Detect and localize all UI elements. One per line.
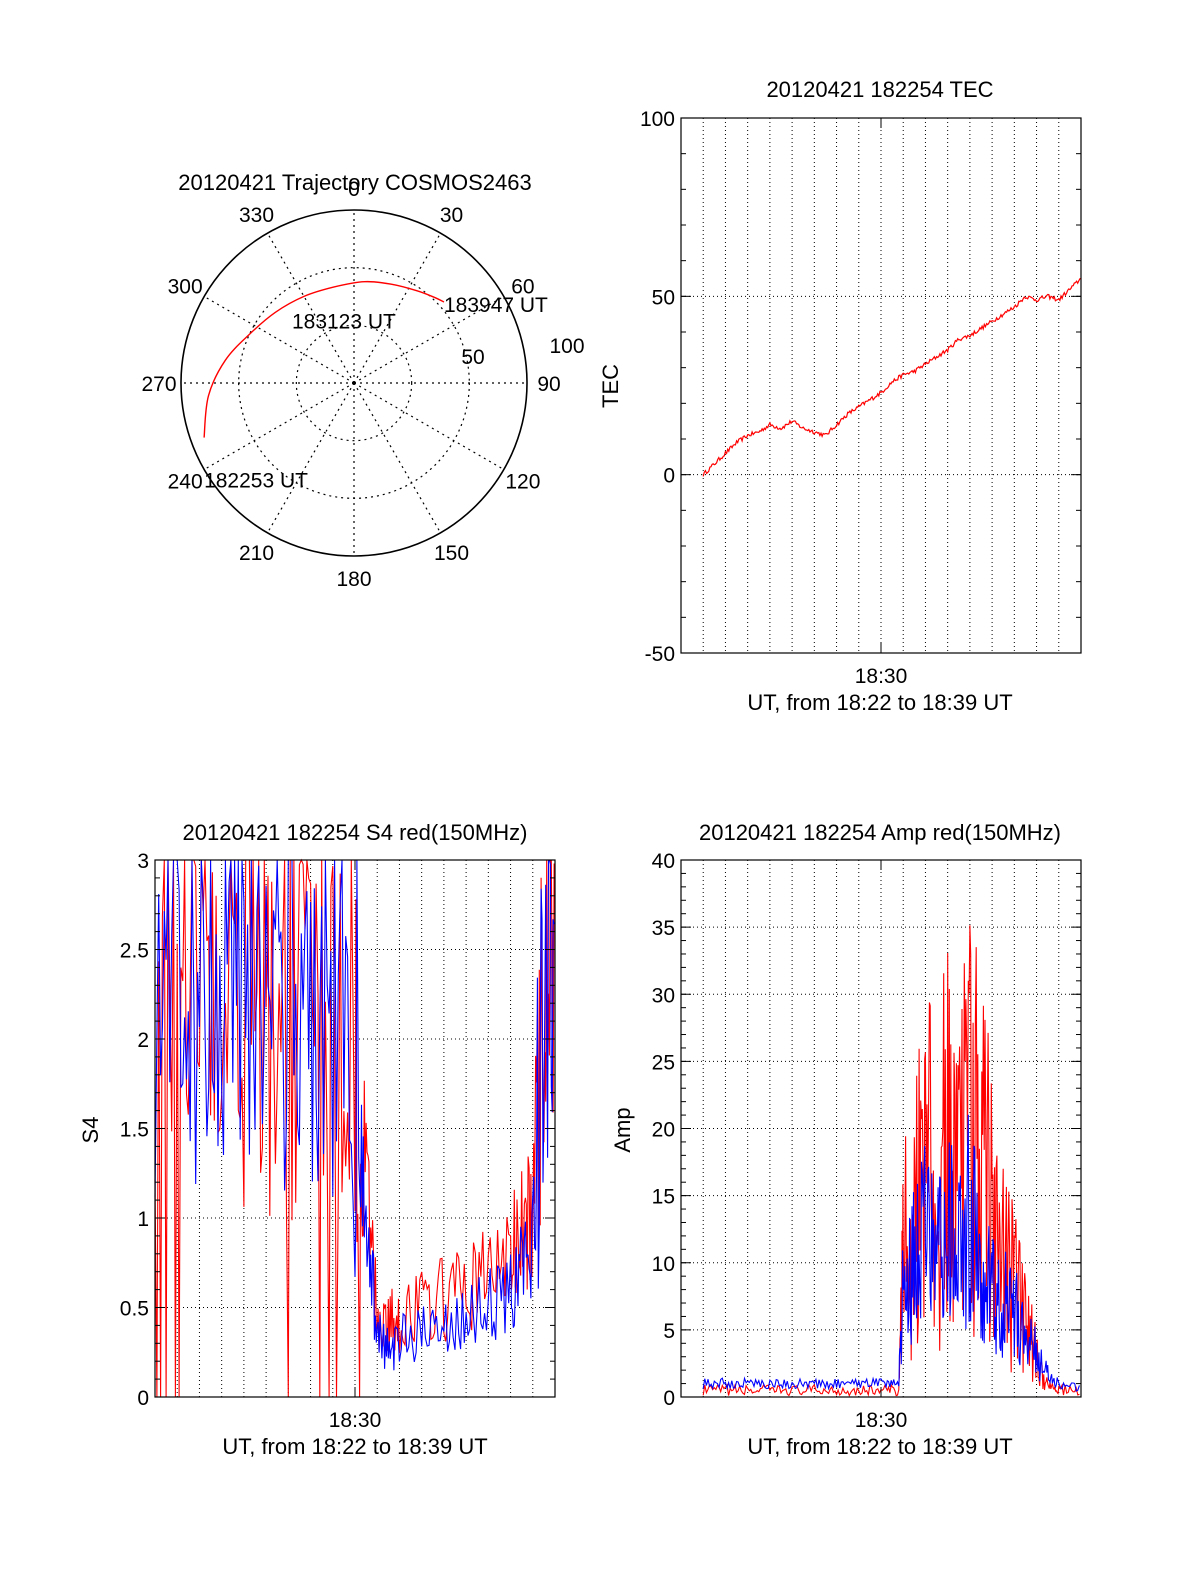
polar-spoke	[266, 382, 355, 534]
s4-ytick-label: 1	[137, 1208, 149, 1231]
tec-ytick-label: 50	[652, 286, 675, 309]
tec-x-ticks: 18:30	[855, 118, 908, 688]
amp-ytick-label: 30	[652, 984, 675, 1007]
polar-angle-labels: 0 30 60 90 120 150 180 210 240 270 300 330	[141, 178, 560, 591]
s4-x-ticks: 18:30	[329, 860, 382, 1432]
polar-angle-label: 270	[141, 373, 176, 396]
amp-title: 20120421 182254 Amp red(150MHz)	[699, 820, 1061, 845]
polar-angle-label: 150	[434, 542, 469, 565]
polar-angle-label: 300	[168, 276, 203, 299]
polar-ring	[295, 324, 413, 442]
polar-spoke	[353, 382, 442, 534]
polar-angle-label: 180	[336, 568, 371, 591]
polar-trajectory	[203, 280, 445, 438]
amp-ytick-label: 15	[652, 1186, 675, 1209]
amp-ytick-label: 0	[663, 1387, 675, 1410]
polar-annotation: 183123 UT	[292, 310, 396, 333]
amp-series-line-blue	[702, 1114, 1080, 1392]
polar-trajectory-line	[203, 280, 445, 438]
polar-angle-label: 0	[348, 178, 360, 201]
polar-grid	[180, 209, 528, 557]
polar-annotations: 183947 UT 183123 UT 182253 UT	[204, 294, 548, 493]
polar-angle-label: 60	[511, 276, 534, 299]
polar-angle-label: 120	[505, 471, 540, 494]
polar-outer-circle	[180, 209, 528, 557]
tec-y-ticks: -50 0 50 100	[640, 108, 1081, 666]
polar-spoke	[266, 232, 355, 384]
s4-y-ticks: 0 0.5 1 1.5 2 2.5 3	[120, 850, 555, 1410]
tec-series-line	[702, 277, 1082, 477]
amp-x-label: UT, from 18:22 to 18:39 UT	[747, 1434, 1012, 1459]
s4-ytick-label: 2	[137, 1029, 149, 1052]
amp-ytick-label: 35	[652, 917, 675, 940]
tec-title: 20120421 182254 TEC	[766, 77, 993, 102]
amp-y-label: Amp	[610, 1107, 635, 1152]
polar-spoke	[353, 295, 505, 384]
s4-title: 20120421 182254 S4 red(150MHz)	[183, 820, 528, 845]
trajectory-polar-plot: 20120421 Trajectory COSMOS2463 0 30 60 90 12…	[141, 170, 584, 591]
tec-y-label: TEC	[598, 364, 623, 408]
amp-plot: 20120421 182254 Amp red(150MHz) 0 5 10 15 20…	[610, 820, 1082, 1459]
polar-spoke	[203, 295, 355, 384]
polar-angle-label: 240	[168, 471, 203, 494]
s4-ytick-label: 3	[137, 850, 149, 873]
tec-ytick-label: -50	[645, 643, 675, 666]
amp-ytick-label: 20	[652, 1119, 675, 1142]
polar-annotation: 182253 UT	[204, 470, 308, 493]
amp-x-ticks: 18:30	[855, 860, 908, 1432]
s4-plot: 20120421 182254 S4 red(150MHz) 0 0.5 1 1.5 2…	[78, 820, 556, 1459]
amp-xtick-label: 18:30	[855, 1409, 908, 1432]
polar-angle-label: 330	[239, 204, 274, 227]
polar-spoke	[203, 382, 355, 471]
amp-y-ticks: 0 5 10 15 20 25 30 35 40	[652, 850, 1081, 1410]
s4-ytick-label: 1.5	[120, 1119, 149, 1142]
polar-angle-label: 210	[239, 542, 274, 565]
polar-angle-label: 90	[537, 373, 560, 396]
amp-ytick-label: 5	[663, 1320, 675, 1343]
polar-spoke	[353, 382, 505, 471]
amp-ytick-label: 25	[652, 1051, 675, 1074]
amp-series-line-red	[702, 925, 1080, 1398]
s4-series	[154, 858, 555, 1398]
polar-radius-label: 100	[549, 335, 584, 358]
s4-series-line-blue	[154, 859, 555, 1371]
amp-ytick-label: 10	[652, 1253, 675, 1276]
s4-x-label: UT, from 18:22 to 18:39 UT	[222, 1434, 487, 1459]
polar-radius-labels: 50 100	[461, 335, 584, 369]
tec-xtick-label: 18:30	[855, 665, 908, 688]
amp-series	[702, 925, 1080, 1398]
tec-ytick-label: 0	[663, 465, 675, 488]
s4-ytick-label: 0.5	[120, 1298, 149, 1321]
polar-spoke	[353, 232, 442, 384]
polar-title: 20120421 Trajectory COSMOS2463	[178, 170, 531, 195]
s4-ytick-label: 2.5	[120, 940, 149, 963]
s4-y-label: S4	[78, 1117, 103, 1144]
amp-ytick-label: 40	[652, 850, 675, 873]
s4-xtick-label: 18:30	[329, 1409, 382, 1432]
polar-angle-label: 30	[440, 204, 463, 227]
tec-series	[702, 277, 1082, 477]
tec-x-label: UT, from 18:22 to 18:39 UT	[747, 690, 1012, 715]
tec-grid	[681, 118, 1081, 653]
polar-annotation: 183947 UT	[444, 294, 548, 317]
tec-ytick-label: 100	[640, 108, 675, 131]
polar-radius-label: 50	[461, 346, 484, 369]
s4-ytick-label: 0	[137, 1387, 149, 1410]
